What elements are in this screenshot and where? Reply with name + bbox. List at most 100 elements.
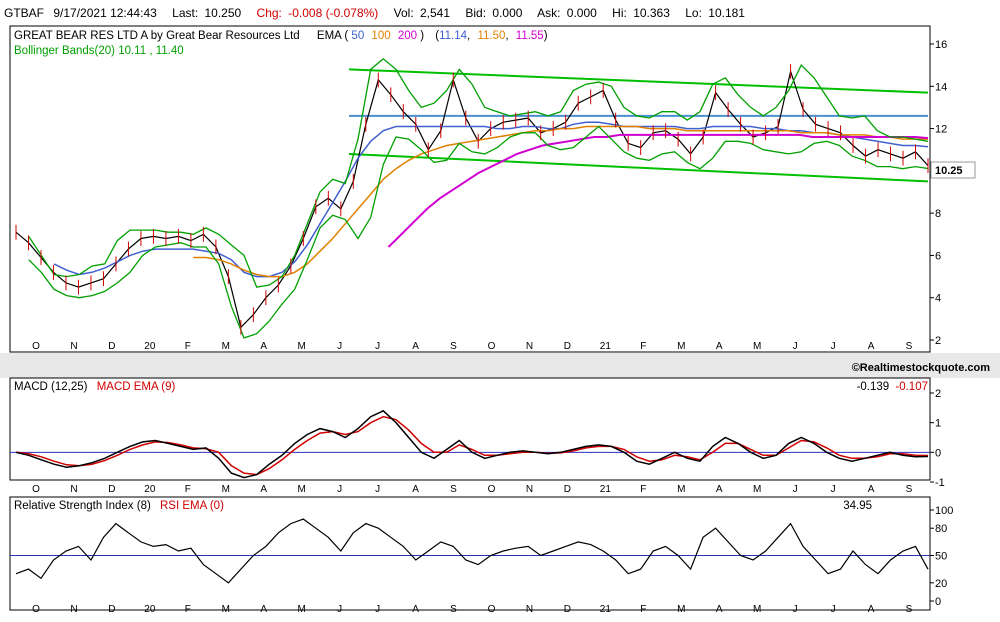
main-panel-frame [9,25,931,353]
x-tick-label: S [450,604,457,615]
header-symbol: GTBAF [4,6,44,20]
main-y-axis: 246810121416 [930,39,947,347]
y-tick-label: 2 [935,335,941,347]
macd-ema-value: -0.107 [895,381,928,393]
x-tick-label: S [450,484,457,495]
ema-value-200: 11.55 [516,30,544,42]
x-tick-label: M [222,604,230,615]
x-tick-label: N [70,341,77,352]
header-chg-label: Chg: [257,6,282,20]
x-tick-label: M [222,484,230,495]
rsi-label: Relative Strength Index (8) RSI EMA (0) [14,500,224,512]
header-ask-label: Ask: [537,6,560,20]
x-tick-label: O [32,484,40,495]
x-tick-label: A [260,341,267,352]
x-tick-label: F [185,484,191,495]
x-tick-label: 21 [600,341,612,352]
header-quote-line: GTBAF 9/17/2021 12:44:43 Last: 10.250 Ch… [4,6,745,20]
x-tick-label: D [564,341,571,352]
x-tick-label: J [337,484,342,495]
x-axis-ticks: O N D 20 F M A M J J A S O N D 21 F M A M J J A S O N D 20 F M A M J J A S O… [32,341,913,615]
y-tick-label: 20 [935,578,947,590]
ema-period-200: 200 [398,30,417,42]
x-tick-label: N [70,604,77,615]
x-tick-label: M [753,341,761,352]
x-tick-label: D [108,604,115,615]
macd-label-text: MACD (12,25) [14,381,88,393]
x-tick-label: 20 [144,341,156,352]
x-tick-label: 21 [600,484,612,495]
bollinger-label: Bollinger Bands(20) 10.11 , 11.40 [14,45,184,57]
macd-y-axis: -1 0 1 2 [930,388,945,489]
main-title: GREAT BEAR RES LTD A by Great Bear Resou… [14,30,548,42]
x-tick-label: J [337,341,342,352]
x-tick-label: D [108,484,115,495]
x-tick-label: F [640,484,646,495]
x-tick-label: A [868,484,875,495]
y-tick-label: 100 [935,505,953,517]
x-tick-label: A [716,341,723,352]
y-tick-label: 16 [935,39,947,51]
rsi-y-axis: 0 20 50 80 100 [930,505,953,608]
header-lo: 10.181 [708,6,745,20]
x-tick-label: D [564,484,571,495]
x-tick-label: F [640,604,646,615]
ema-label: EMA ( [317,30,348,42]
x-tick-label: M [298,341,306,352]
x-tick-label: 21 [600,604,612,615]
header-vol: 2,541 [420,6,450,20]
macd-values: -0.139 -0.107 [857,381,928,393]
x-tick-label: S [906,341,913,352]
header-bid-label: Bid: [465,6,486,20]
main-series-group [15,57,929,339]
x-tick-label: M [677,341,685,352]
rsi-panel-frame [9,496,931,611]
header-bar [0,0,1000,26]
ema-value-100: 11.50 [477,30,505,42]
x-tick-label: O [488,341,496,352]
header-last-label: Last: [172,6,198,20]
x-tick-label: O [32,341,40,352]
x-tick-label: M [677,484,685,495]
x-tick-label: A [412,484,419,495]
header-hi-label: Hi: [612,6,627,20]
main-title-text: GREAT BEAR RES LTD A by Great Bear Resou… [14,30,300,42]
x-tick-label: D [108,341,115,352]
x-tick-label: J [375,484,380,495]
trendline-1 [348,68,929,94]
x-tick-label: J [337,604,342,615]
x-tick-label: M [298,484,306,495]
y-tick-label: -1 [935,477,945,489]
x-tick-label: S [450,341,457,352]
y-tick-label: 6 [935,250,941,262]
y-tick-label: 4 [935,293,941,305]
rsi-series-group [10,518,930,584]
x-tick-label: A [716,604,723,615]
macd-label: MACD (12,25) MACD EMA (9) [14,381,175,393]
x-tick-label: 20 [144,484,156,495]
x-tick-label: N [70,484,77,495]
x-tick-label: J [793,604,798,615]
series-line-macd [15,409,929,479]
x-tick-label: A [868,604,875,615]
y-tick-label: 14 [935,81,947,93]
header-datetime: 9/17/2021 12:44:43 [53,6,157,20]
header-last: 10.250 [205,6,242,20]
x-tick-label: A [412,341,419,352]
x-tick-label: D [564,604,571,615]
y-tick-label: 0 [935,596,941,608]
macd-value: -0.139 [857,381,890,393]
x-tick-label: A [260,604,267,615]
series-line-price [15,69,929,329]
header-ask: 0.000 [567,6,597,20]
macd-ema-label: MACD EMA (9) [97,381,176,393]
separator-bar [0,353,1000,378]
y-tick-label: 0 [935,447,941,459]
x-tick-label: N [526,341,533,352]
y-tick-label: 1 [935,418,941,430]
macd-series-group [10,409,930,479]
last-price-tag: 10.25 [935,165,963,177]
watermark: ©Realtimestockquote.com [852,362,991,374]
x-tick-label: J [831,341,836,352]
